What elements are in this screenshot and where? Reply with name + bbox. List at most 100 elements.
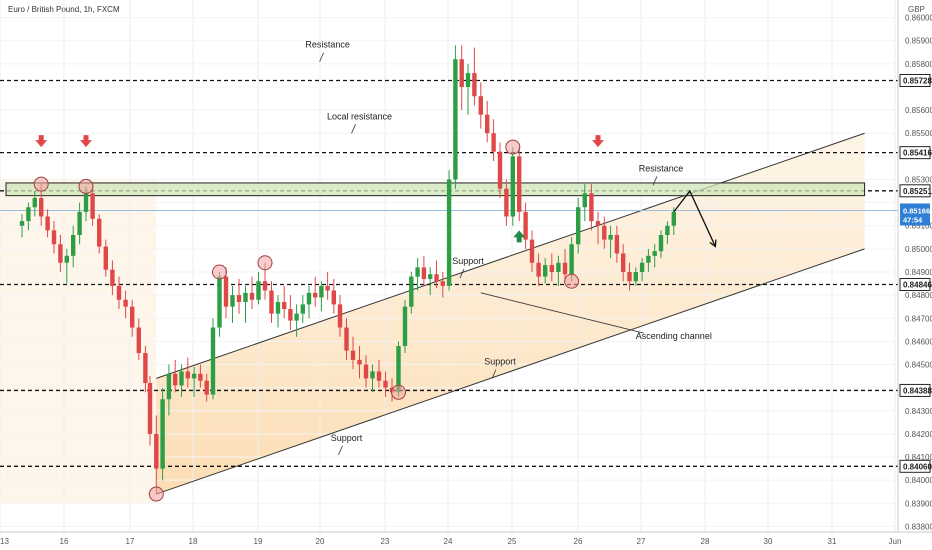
touch-circle	[212, 264, 227, 280]
candle-body	[83, 193, 89, 212]
annotation-pointer	[652, 176, 658, 186]
candle-body	[19, 221, 25, 226]
candle-body	[491, 133, 496, 152]
candle-body	[589, 193, 594, 222]
candle	[446, 170, 452, 291]
candle-body	[472, 73, 477, 97]
candle-body	[154, 433, 159, 469]
candle	[198, 364, 203, 388]
y-tick-label: 0.85500	[905, 129, 932, 138]
candle	[103, 239, 108, 277]
y-tick-label: 0.83900	[905, 499, 932, 508]
candle-body	[402, 306, 408, 347]
x-tick-label: 16	[60, 537, 69, 546]
level-price-tag	[899, 146, 931, 160]
candle	[179, 364, 184, 397]
candle-body	[45, 216, 50, 231]
y-tick-label: 0.86000	[905, 14, 932, 23]
candle	[549, 253, 554, 282]
candle	[306, 285, 312, 319]
annotation-pointer	[480, 292, 644, 334]
candle	[58, 234, 63, 272]
x-tick-label: Jun	[889, 537, 902, 546]
annotation-pointer	[338, 445, 343, 456]
candle	[313, 276, 318, 307]
candle	[300, 295, 305, 323]
candle-body	[198, 373, 203, 381]
sell-arrow-icon	[80, 135, 92, 148]
candle-body	[77, 211, 82, 235]
candle	[478, 82, 483, 129]
candle	[185, 357, 190, 388]
candle-body	[396, 346, 401, 393]
y-tick-label: 0.85300	[905, 175, 932, 184]
y-tick-label: 0.85600	[905, 106, 932, 115]
annotation-pointer	[319, 52, 324, 62]
touch-circle	[564, 273, 580, 289]
x-tick-label: 17	[126, 537, 135, 546]
candle	[639, 258, 645, 282]
candle-body	[103, 246, 108, 270]
candle	[453, 45, 458, 189]
sell-arrow-icon	[35, 135, 48, 148]
candle-body	[344, 327, 349, 351]
x-tick-label: 25	[508, 537, 517, 546]
candle	[510, 147, 515, 226]
resistance-zone-rect	[5, 182, 866, 197]
candle-body	[288, 309, 293, 321]
candle	[26, 202, 31, 231]
annotation-label: Support	[484, 357, 516, 367]
x-tick-label: 13	[0, 537, 9, 546]
candle	[415, 258, 420, 291]
level-price-label: 0.84846	[903, 280, 932, 289]
candle-body	[652, 251, 657, 256]
candle	[191, 366, 197, 397]
candle-body	[130, 306, 135, 328]
candle-body	[306, 292, 312, 305]
touch-circle	[78, 178, 94, 194]
candle	[459, 45, 464, 111]
candle	[562, 248, 568, 282]
candle-body	[428, 274, 433, 279]
candle-body	[58, 244, 63, 263]
candle	[154, 415, 159, 495]
level-price-tag	[899, 459, 931, 473]
candle	[288, 295, 293, 330]
candle-body	[376, 371, 382, 381]
candle	[110, 260, 115, 296]
candle	[665, 221, 670, 245]
candle	[173, 359, 178, 393]
annotations: Resistance Local resistance Resistance Supp…	[305, 40, 712, 456]
x-tick-label: 20	[316, 537, 325, 546]
candle-body	[485, 114, 490, 134]
candle	[602, 216, 607, 249]
candle	[45, 209, 50, 238]
y-tick-label: 0.84300	[905, 407, 932, 416]
candle	[428, 267, 433, 296]
candle	[543, 258, 548, 284]
candle	[160, 387, 165, 481]
candle-body	[191, 373, 197, 379]
candle	[249, 276, 255, 310]
candle-body	[453, 59, 458, 180]
candle	[529, 230, 535, 272]
candle	[465, 63, 471, 115]
candle	[325, 272, 330, 300]
annotation-label: Support	[331, 433, 363, 443]
candle	[595, 211, 601, 245]
level-price-label: 0.85728	[903, 76, 932, 85]
candle	[32, 191, 37, 217]
current-price-tag	[900, 203, 930, 226]
candle-body	[627, 272, 632, 282]
candle	[136, 318, 141, 360]
touch-circle	[391, 384, 406, 400]
candle-body	[510, 156, 515, 217]
candle	[116, 276, 122, 310]
candle	[282, 285, 287, 319]
candle-body	[217, 276, 222, 328]
annotation-label: Resistance	[305, 40, 350, 50]
candle	[608, 225, 613, 259]
currency-label: GBP	[908, 5, 925, 14]
